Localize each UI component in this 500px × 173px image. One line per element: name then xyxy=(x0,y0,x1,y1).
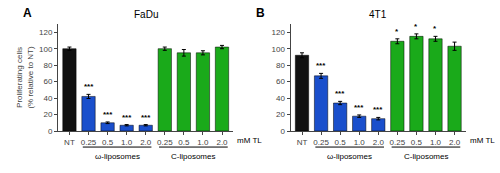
svg-text:***: *** xyxy=(141,113,151,122)
svg-text:1.0: 1.0 xyxy=(197,138,209,147)
svg-text:***: *** xyxy=(103,110,113,119)
svg-text:4T1: 4T1 xyxy=(369,9,387,20)
svg-text:NT: NT xyxy=(297,138,308,147)
svg-text:1.0: 1.0 xyxy=(121,138,133,147)
svg-text:2.0: 2.0 xyxy=(373,138,385,147)
svg-text:ω-liposomes: ω-liposomes xyxy=(95,152,140,161)
svg-text:2.0: 2.0 xyxy=(449,138,461,147)
svg-text:0.5: 0.5 xyxy=(335,138,347,147)
svg-text:***: *** xyxy=(354,103,364,112)
svg-text:40: 40 xyxy=(276,94,285,103)
svg-text:mM TL: mM TL xyxy=(470,136,495,145)
svg-text:120: 120 xyxy=(272,28,286,37)
svg-text:20: 20 xyxy=(276,110,285,119)
svg-text:2.0: 2.0 xyxy=(216,138,228,147)
svg-text:20: 20 xyxy=(43,110,52,119)
svg-text:100: 100 xyxy=(39,44,53,53)
svg-text:***: *** xyxy=(84,82,94,91)
svg-text:***: *** xyxy=(373,105,383,114)
svg-text:0: 0 xyxy=(281,127,286,136)
svg-text:***: *** xyxy=(335,89,345,98)
svg-text:60: 60 xyxy=(276,77,285,86)
svg-text:0.25: 0.25 xyxy=(157,138,173,147)
svg-text:0.5: 0.5 xyxy=(178,138,190,147)
svg-text:120: 120 xyxy=(39,28,53,37)
svg-text:40: 40 xyxy=(43,94,52,103)
svg-text:1.0: 1.0 xyxy=(354,138,366,147)
svg-text:***: *** xyxy=(316,61,326,70)
svg-text:0.5: 0.5 xyxy=(102,138,114,147)
svg-text:*: * xyxy=(414,22,418,31)
svg-text:80: 80 xyxy=(276,61,285,70)
svg-text:0.25: 0.25 xyxy=(313,138,329,147)
svg-text:Proliferating cells(% relative: Proliferating cells(% relative to NT) xyxy=(15,46,34,109)
svg-text:FaDu: FaDu xyxy=(134,9,158,20)
svg-text:ω-liposomes: ω-liposomes xyxy=(327,152,372,161)
svg-text:2.0: 2.0 xyxy=(140,138,152,147)
svg-text:100: 100 xyxy=(272,44,286,53)
svg-text:NT: NT xyxy=(64,138,75,147)
svg-text:0.25: 0.25 xyxy=(390,138,406,147)
svg-text:80: 80 xyxy=(43,61,52,70)
svg-text:C-liposomes: C-liposomes xyxy=(171,152,215,161)
svg-text:60: 60 xyxy=(43,77,52,86)
svg-text:C-liposomes: C-liposomes xyxy=(404,152,448,161)
svg-text:***: *** xyxy=(122,113,132,122)
svg-text:0.5: 0.5 xyxy=(411,138,423,147)
svg-text:mM TL: mM TL xyxy=(237,136,262,145)
svg-text:1.0: 1.0 xyxy=(430,138,442,147)
svg-text:A: A xyxy=(23,6,32,20)
svg-text:B: B xyxy=(256,6,265,20)
svg-text:0: 0 xyxy=(48,127,53,136)
svg-text:0.25: 0.25 xyxy=(81,138,97,147)
svg-text:*: * xyxy=(395,27,399,36)
svg-text:*: * xyxy=(433,24,437,33)
